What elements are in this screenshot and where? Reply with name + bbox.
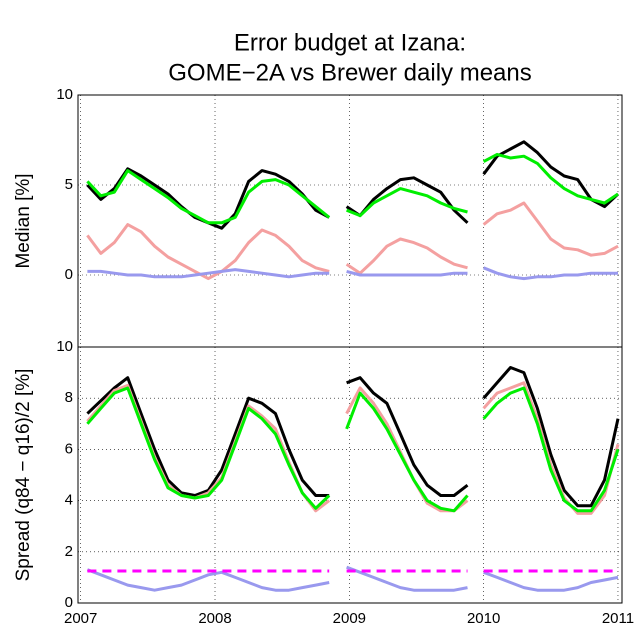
x-tick-label: 2009 — [333, 610, 366, 627]
y-tick-label: 2 — [65, 543, 73, 560]
data-line — [86, 381, 620, 515]
y-axis-label: Median [%] — [13, 173, 34, 268]
y-tick-label: 10 — [56, 338, 73, 355]
y-axis-label: Spread (q84 − q16)/2 [%] — [13, 369, 34, 582]
y-tick-label: 4 — [65, 492, 73, 509]
data-line — [86, 565, 619, 592]
y-tick-label: 0 — [65, 266, 73, 283]
y-tick-label: 10 — [56, 86, 73, 103]
chart-title: Error budget at Izana: — [234, 29, 466, 56]
data-line — [86, 386, 620, 513]
data-line — [86, 366, 620, 508]
y-tick-label: 5 — [65, 176, 73, 193]
axes-frame — [77, 94, 623, 348]
y-tick-label: 6 — [65, 440, 73, 457]
x-tick-label: 2007 — [64, 610, 97, 627]
data-line — [86, 152, 619, 225]
x-tick-label: 2011 — [602, 610, 634, 627]
x-tick-label: 2010 — [467, 610, 500, 627]
y-tick-label: 0 — [65, 594, 73, 611]
data-line — [87, 266, 618, 281]
x-tick-label: 2008 — [198, 610, 231, 627]
chart-title: GOME−2A vs Brewer daily means — [168, 59, 531, 86]
y-tick-label: 8 — [65, 389, 73, 406]
data-line — [86, 201, 619, 281]
axes-frame — [77, 346, 623, 604]
